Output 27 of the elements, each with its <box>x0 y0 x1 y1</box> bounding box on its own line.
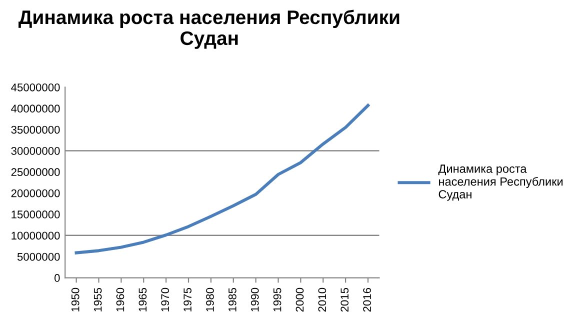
y-tick-label: 45000000 <box>11 83 60 92</box>
y-tick-label: 10000000 <box>12 232 60 240</box>
x-tick-label: 1970 <box>161 288 170 312</box>
x-tick-label: 1965 <box>138 288 147 312</box>
x-tick-label: 1960 <box>116 288 124 312</box>
legend-label: Динамика роста населения Республики Судан <box>438 164 563 201</box>
y-tick-label: 5000000 <box>17 252 60 261</box>
y-tick-label: 35000000 <box>11 126 60 134</box>
y-tick-label: 20000000 <box>11 189 60 198</box>
x-tick-label: 1985 <box>228 288 236 312</box>
x-tick-label: 2016 <box>363 288 371 312</box>
x-tick-label: 1950 <box>71 288 80 312</box>
x-tick-label: 1975 <box>184 288 192 312</box>
y-tick-label: 15000000 <box>12 210 60 218</box>
line-series <box>74 104 370 254</box>
chart-title: Динамика роста населения Республики Судан <box>18 10 400 49</box>
x-tick-label: 1990 <box>250 288 259 312</box>
x-tick-label: 2000 <box>296 288 304 312</box>
x-tick-label: 1980 <box>206 288 214 312</box>
y-tick-label: 25000000 <box>11 168 60 176</box>
x-tick-label: 2015 <box>340 288 349 312</box>
y-tick-label: 30000000 <box>11 147 60 155</box>
x-tick-label: 1955 <box>94 288 102 312</box>
y-tick-label: 0 <box>54 274 60 282</box>
x-tick-label: 2010 <box>318 288 326 312</box>
x-tick-label: 1995 <box>273 288 282 312</box>
y-tick-label: 40000000 <box>11 104 60 113</box>
